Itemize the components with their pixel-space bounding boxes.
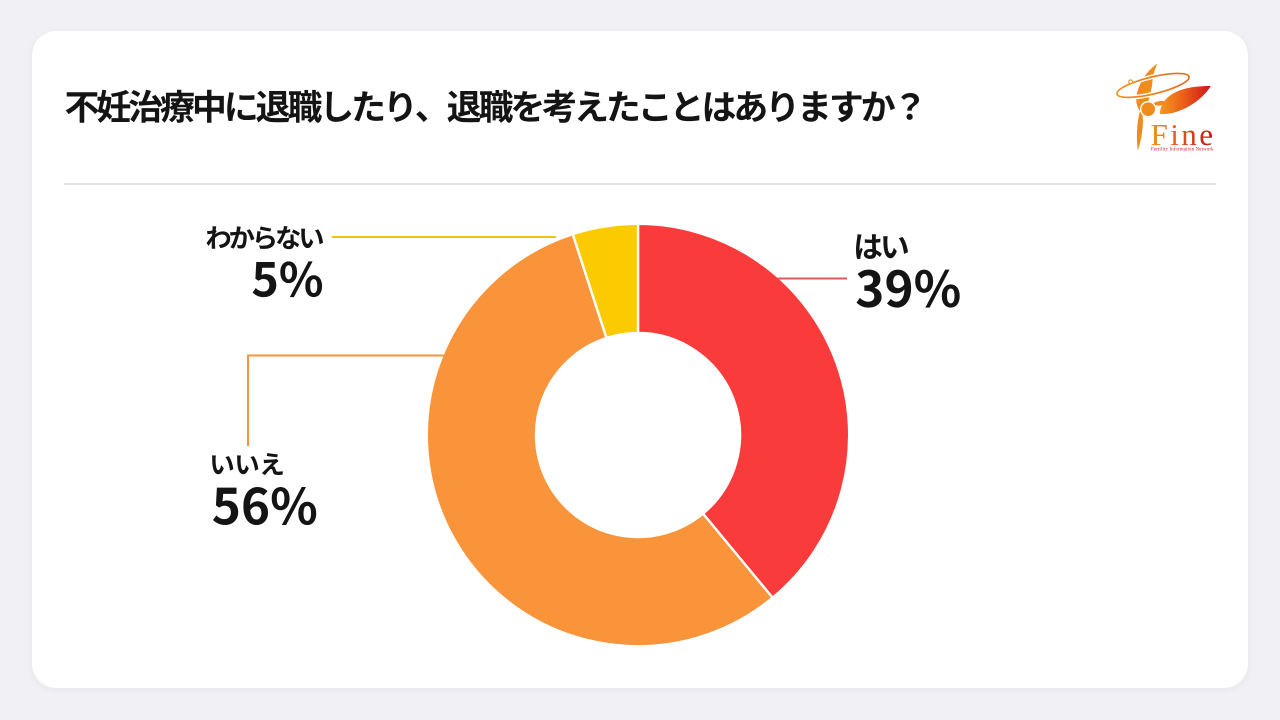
svg-text:Fertility Information Network: Fertility Information Network	[1151, 147, 1214, 152]
svg-text:Fine: Fine	[1151, 117, 1214, 152]
